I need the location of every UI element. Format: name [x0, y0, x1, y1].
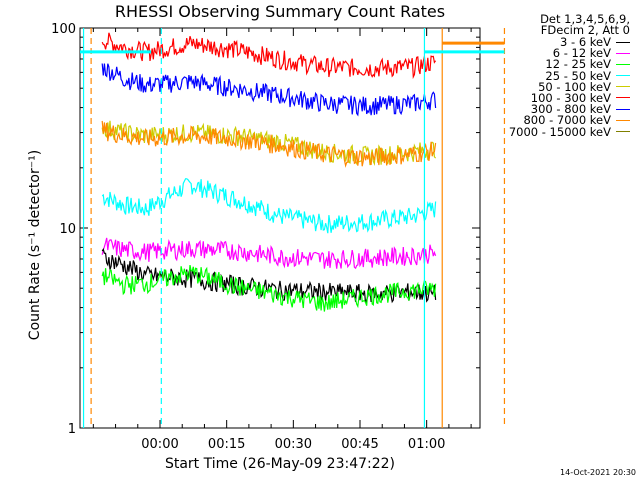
legend-swatch [616, 75, 630, 77]
series-line-100to300keV [101, 32, 437, 80]
legend-swatch [616, 52, 630, 54]
legend-swatch [616, 41, 630, 43]
y-axis-label: Count Rate (s⁻¹ detector⁻¹) [27, 150, 43, 340]
chart-title: RHESSI Observing Summary Count Rates [115, 2, 445, 21]
legend-label: 3 - 6 keV [560, 35, 611, 49]
legend-label: 50 - 100 keV [538, 79, 611, 94]
legend-label: 300 - 800 keV [530, 102, 611, 117]
legend-label: 100 - 300 keV [530, 90, 611, 105]
legend-swatch [616, 63, 630, 65]
x-axis-label: Start Time (26-May-09 23:47:22) [165, 456, 395, 472]
plot-frame [79, 27, 481, 429]
y-tick-label: 100 [51, 22, 76, 37]
legend-label: 25 - 50 keV [545, 68, 611, 83]
x-tick-label: 00:45 [341, 437, 378, 452]
legend-item: 25 - 50 keV [430, 68, 630, 83]
series-line-50to100keV [101, 120, 437, 167]
timestamp: 14-Oct-2021 20:30 [560, 468, 636, 477]
legend-header-2: FDecim 2, Att 0 [540, 23, 630, 38]
plot-area: 1 10 100 00:00 00:15 00:30 00:45 01:00 [51, 22, 506, 452]
legend-swatch [616, 108, 630, 110]
legend-swatch [616, 86, 630, 88]
legend-label: 12 - 25 keV [545, 57, 611, 72]
x-tick-label: 00:00 [141, 437, 178, 452]
legend-item: 800 - 7000 keV [430, 113, 630, 128]
legend-item: 7000 - 15000 keV [430, 124, 630, 139]
series-line-25to50keV [101, 178, 437, 234]
x-tick-label: 01:00 [408, 437, 445, 452]
legend-swatch [616, 131, 630, 132]
legend-item: 6 - 12 keV [430, 46, 630, 61]
legend: Det 1,3,4,5,6,9, FDecim 2, Att 0 3 - 6 k… [430, 12, 630, 139]
legend-header-1: Det 1,3,4,5,6,9, [540, 12, 630, 26]
legend-item: 3 - 6 keV [430, 35, 630, 49]
x-tick-label: 00:30 [275, 437, 312, 452]
legend-item: 100 - 300 keV [430, 90, 630, 105]
legend-swatch [616, 119, 630, 121]
legend-swatch [616, 97, 630, 99]
series-line-6to12keV [101, 237, 437, 270]
series-line-800to7000keV [101, 120, 437, 168]
legend-label: 7000 - 15000 keV [508, 124, 611, 139]
legend-item: 12 - 25 keV [430, 57, 630, 72]
series-line-300to800keV [101, 63, 437, 117]
series-line-12to25keV [101, 264, 437, 312]
legend-item: 50 - 100 keV [430, 79, 630, 94]
legend-label: 800 - 7000 keV [523, 113, 611, 128]
legend-item: 300 - 800 keV [430, 102, 630, 117]
y-tick-label: 10 [59, 222, 76, 237]
y-tick-label: 1 [68, 422, 76, 437]
x-tick-label: 00:15 [208, 437, 245, 452]
legend-label: 6 - 12 keV [552, 46, 611, 61]
